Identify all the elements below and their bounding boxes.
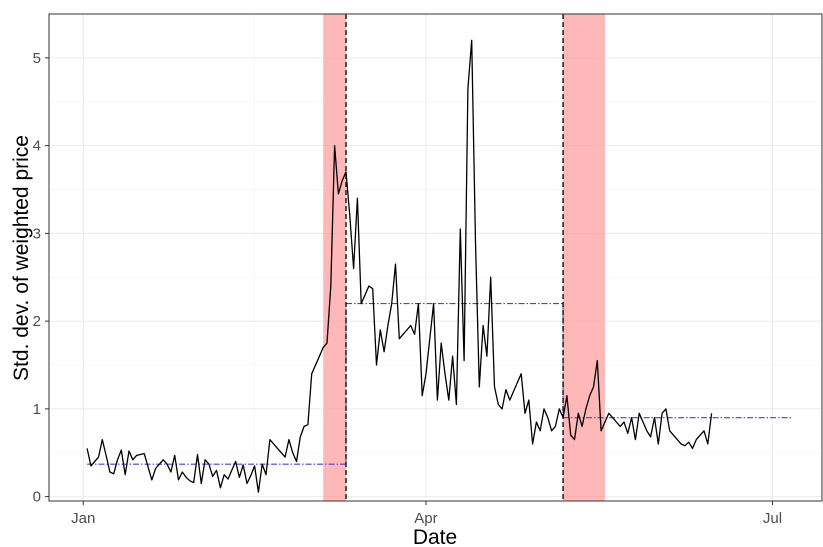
- y-tick-label: 4: [33, 138, 41, 155]
- shaded-band: [323, 14, 347, 501]
- plot-border: [48, 13, 823, 502]
- shaded-band: [563, 14, 605, 501]
- series-lines: [86, 39, 713, 493]
- x-axis-title: Date: [413, 526, 457, 547]
- major-gridlines: [49, 14, 822, 501]
- x-tick-label: Apr: [414, 510, 437, 527]
- y-tick-label: 3: [33, 225, 41, 242]
- x-tick-label: Jan: [71, 510, 95, 527]
- y-tick-label: 5: [33, 50, 41, 67]
- y-tick-label: 1: [33, 401, 41, 418]
- y-axis-title: Std. dev. of weighted price: [10, 135, 33, 381]
- y-axis: 0 1 2 3 4 5: [33, 50, 49, 506]
- y-tick-label: 2: [33, 313, 41, 330]
- plot-panel: [49, 14, 822, 501]
- x-axis: Jan Apr Jul: [71, 501, 782, 527]
- breakpoint-lines: [345, 14, 564, 501]
- y-tick-label: 0: [33, 489, 41, 506]
- series-line: [86, 39, 713, 493]
- x-tick-label: Jul: [763, 510, 782, 527]
